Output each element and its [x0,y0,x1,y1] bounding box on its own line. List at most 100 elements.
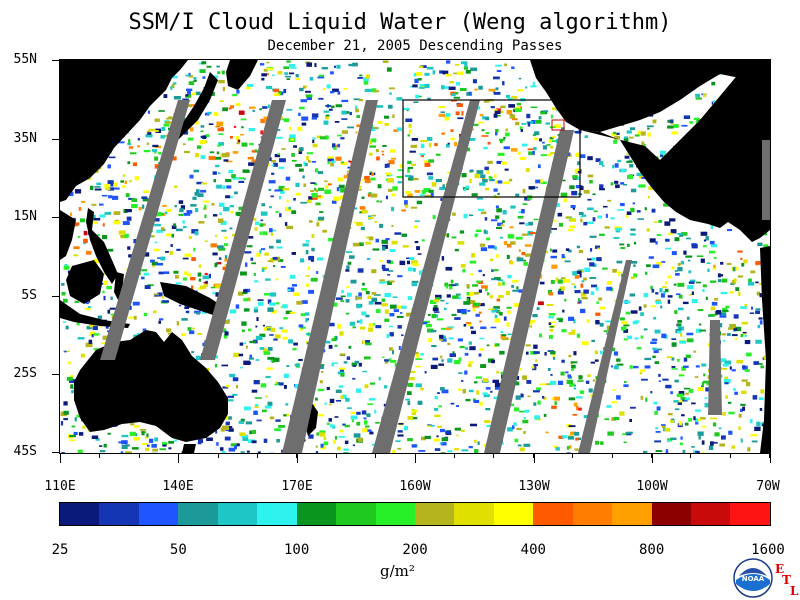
cloud-pixel [323,120,329,125]
cloud-pixel [476,376,482,379]
cloud-pixel [506,110,513,115]
cloud-pixel [255,221,260,226]
cloud-pixel [565,248,570,251]
cloud-pixel [392,186,398,191]
cloud-pixel [213,112,219,116]
cloud-pixel [214,363,218,368]
cloud-pixel [171,225,177,229]
cloud-pixel [454,427,461,431]
cloud-pixel [379,223,383,228]
cloud-pixel [240,271,247,276]
cloud-pixel [308,196,313,200]
cloud-pixel [71,390,74,394]
cloud-pixel [286,78,290,80]
cloud-pixel [273,357,280,362]
cloud-pixel [703,239,707,242]
cloud-pixel [629,418,632,422]
cloud-pixel [665,384,672,389]
cloud-pixel [306,95,312,100]
cloud-pixel [496,226,502,229]
cloud-pixel [565,371,569,374]
cloud-pixel [184,307,189,309]
cloud-pixel [589,179,593,184]
cloud-pixel [289,274,296,279]
cloud-pixel [515,395,521,400]
cloud-pixel [285,75,291,78]
cloud-pixel [494,246,497,250]
cloud-pixel [484,187,490,191]
cloud-pixel [673,400,679,403]
cloud-pixel [208,273,211,279]
cloud-pixel [676,359,680,362]
cloud-pixel [493,306,500,309]
cloud-pixel [361,209,368,214]
cloud-pixel [691,291,694,295]
cloud-pixel [404,200,408,205]
cloud-pixel [356,304,361,309]
cloud-pixel [644,207,647,211]
cloud-pixel [575,185,583,189]
cloud-pixel [230,211,234,214]
cloud-pixel [341,161,344,164]
cloud-pixel [653,317,657,320]
cloud-pixel [641,378,648,381]
cloud-pixel [300,201,307,204]
cloud-pixel [512,425,515,430]
cloud-pixel [308,289,314,294]
cloud-pixel [648,256,654,259]
cloud-pixel [328,403,332,406]
cloud-pixel [147,110,150,114]
cloud-pixel [647,132,651,137]
cloud-pixel [535,179,541,184]
cloud-pixel [70,384,76,389]
cloud-pixel [384,115,390,119]
cloud-pixel [438,113,446,117]
cloud-pixel [213,179,217,183]
cloud-pixel [679,442,683,446]
cloud-pixel [352,62,358,67]
cloud-pixel [344,440,349,445]
cloud-pixel [200,155,206,159]
cloud-pixel [423,188,431,193]
cloud-pixel [158,151,162,155]
cloud-pixel [384,359,390,362]
cloud-pixel [147,132,152,135]
cloud-pixel [727,327,735,330]
cloud-pixel [335,104,343,108]
cloud-pixel [110,313,116,316]
cloud-pixel [630,233,636,236]
cloud-pixel [576,245,581,249]
cloud-pixel [238,291,244,296]
cloud-pixel [510,148,518,152]
cloud-pixel [136,333,140,335]
cloud-pixel [262,348,269,353]
cloud-pixel [591,284,598,288]
cloud-pixel [291,210,297,214]
cloud-pixel [338,385,343,388]
cloud-pixel [688,293,693,296]
cloud-pixel [666,356,673,359]
cloud-pixel [479,114,484,117]
cloud-pixel [691,244,698,249]
cloud-pixel [630,406,636,409]
cloud-pixel [731,369,736,372]
cloud-pixel [457,338,463,342]
cloud-pixel [651,338,658,341]
cloud-pixel [655,431,661,433]
cloud-pixel [131,203,138,209]
cloud-pixel [293,198,296,201]
cloud-pixel [450,402,455,405]
cloud-pixel [501,334,507,337]
cloud-pixel [224,331,229,336]
cloud-pixel [573,402,578,407]
cloud-pixel [371,172,374,176]
cloud-pixel [643,293,649,298]
cloud-pixel [623,441,627,444]
cloud-pixel [671,131,679,135]
cloud-pixel [246,86,251,90]
cloud-pixel [208,123,214,125]
cloud-pixel [360,226,365,231]
cloud-pixel [455,64,460,66]
cloud-pixel [327,158,334,162]
cloud-pixel [361,311,367,316]
